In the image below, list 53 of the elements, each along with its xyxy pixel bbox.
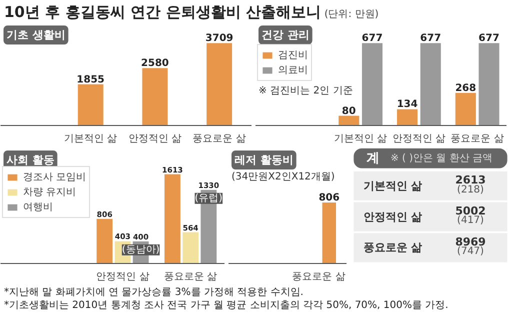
legend-label: 검진비 — [278, 49, 308, 62]
bar — [164, 174, 180, 264]
annotation: (유럽) — [194, 192, 223, 204]
bar — [338, 116, 360, 126]
text: *기초생활비는 2010년 통계청 조사 전국 가구 월 평균 소비지출의 각각 50%, 70%, 100%를 가정. — [4, 300, 448, 311]
chart-title: 건강 관리 — [262, 28, 310, 42]
text: 계 — [366, 150, 380, 166]
x-tick-label: 풍요로운 삶 — [192, 134, 246, 144]
bar — [96, 218, 113, 264]
data-label: 268 — [455, 82, 476, 94]
data-label: 80 — [342, 106, 356, 117]
data-label: 806 — [318, 192, 340, 204]
text: ※ ( )안은 월 환산 금액 — [390, 152, 493, 164]
bar — [478, 43, 500, 126]
bar — [420, 43, 441, 126]
category-label: 풍요로운 삶 — [363, 241, 422, 254]
x-tick-label: 기본적인 삶 — [64, 134, 118, 144]
x-tick-label: 풍요로운 삶 — [450, 134, 504, 144]
chart-title: 기초 생활비 — [6, 28, 66, 42]
data-label: 677 — [362, 33, 383, 44]
chart-title: 레저 활동비 — [234, 154, 294, 166]
annotation: (동남아) — [122, 244, 160, 256]
data-label: 3709 — [205, 33, 234, 44]
legend-label: 의료비 — [278, 64, 308, 77]
data-label: 2580 — [141, 58, 169, 70]
bar — [396, 109, 418, 126]
text: (417) — [457, 215, 484, 226]
chart-title: 사회 활동 — [6, 154, 54, 166]
annotation: ※ 검진비는 2인 기준 — [258, 86, 353, 96]
text: *지난해 말 화폐가치에 연 물가상승률 3%를 가정해 적용한 수치임. — [4, 287, 304, 298]
data-label: 134 — [396, 99, 418, 110]
x-tick-label: 기본적인 삶 — [334, 134, 388, 144]
legend-label: 차량 유지비 — [23, 186, 76, 199]
category-label: 기본적인 삶 — [363, 179, 422, 192]
x-tick-label: 풍요로운 삶 — [292, 272, 346, 282]
x-tick-label: 안정적인 삶 — [128, 134, 182, 144]
x-tick-label: 안정적인 삶 — [96, 272, 150, 282]
x-tick-label: 안정적인 삶 — [392, 134, 446, 144]
text: (218) — [457, 184, 484, 196]
category-label: 안정적인 삶 — [363, 210, 422, 224]
legend-label: 경조사 모임비 — [23, 171, 86, 184]
data-label: 677 — [420, 33, 442, 44]
legend-label: 여행비 — [23, 201, 53, 214]
bar — [362, 43, 383, 126]
data-label: 677 — [478, 33, 500, 44]
text: 10년 후 홍길동씨 연간 은퇴생활비 산출해보니 — [4, 3, 321, 21]
chart-subtitle: (34만원X2인X12개월) — [232, 172, 335, 182]
data-label: 1855 — [76, 74, 105, 86]
text: (단위: 만원) — [324, 9, 379, 20]
bar — [455, 92, 476, 126]
bar — [182, 232, 199, 264]
text: (747) — [457, 246, 484, 258]
x-tick-label: 풍요로운 삶 — [164, 272, 218, 282]
